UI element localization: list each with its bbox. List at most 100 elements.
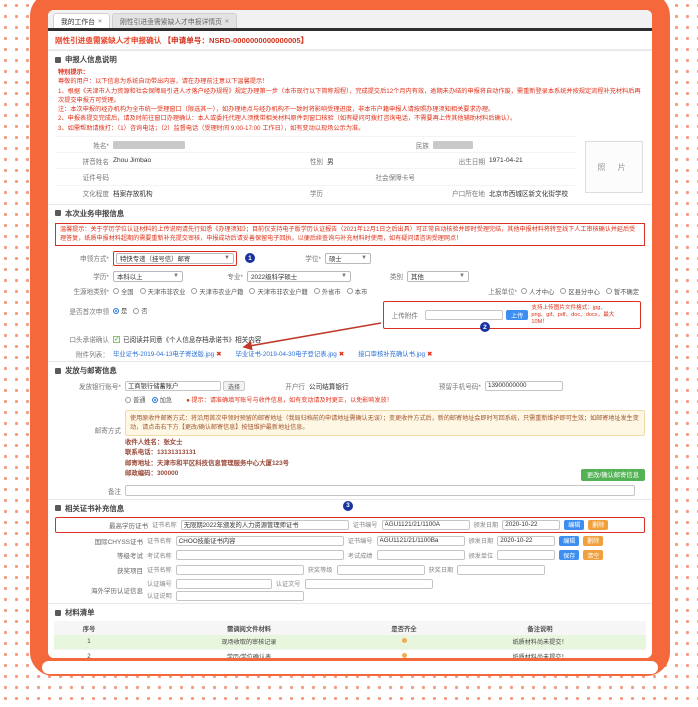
radio-label: 全国 xyxy=(121,288,134,296)
radio-source-4[interactable]: 外省市 xyxy=(313,287,341,296)
remark-input[interactable] xyxy=(125,485,635,497)
notice-line: 尊敬的用户：以下信息为系统自动带出内容，请在办理前注意以下温馨提示！ xyxy=(58,78,269,86)
cert-edit-button[interactable]: 编辑 xyxy=(564,519,585,530)
remark-label: 备注 xyxy=(107,488,121,496)
auth-note-input[interactable] xyxy=(175,590,304,601)
radio-label: 区县分中心 xyxy=(568,288,600,296)
radio-source-0[interactable]: 全国 xyxy=(113,287,134,296)
radio-icon xyxy=(113,288,119,295)
degree-select[interactable]: 硕士 ▼ xyxy=(325,252,371,264)
major-select[interactable]: 2022级科学硕士 ▼ xyxy=(247,270,351,282)
cert-row: 国际CHYSS证书 证书名称 证书编号 颁发日期 编辑 删除 xyxy=(48,534,652,548)
cert-number-input[interactable] xyxy=(381,519,470,530)
radio-first-no[interactable]: 否 xyxy=(133,301,148,315)
chevron-down-icon: ▼ xyxy=(224,255,230,262)
file-link[interactable]: 毕业证书-2019-04-30电子登记表.jpg ✖ xyxy=(236,349,345,358)
radio-label: 暂不确定 xyxy=(613,288,639,296)
radio-speed-urgent[interactable]: 加急 xyxy=(151,395,172,404)
cert-delete-button[interactable]: 删除 xyxy=(583,535,604,546)
tab-workbench[interactable]: 我的工作台 × xyxy=(53,13,110,28)
radio-first-yes[interactable]: 是 xyxy=(113,301,127,315)
cert-row-highlight: 最高学历证书 证书名称 证书编号 颁发日期 编辑 删除 xyxy=(55,516,645,533)
col-name: 需调阅文件材料 xyxy=(124,621,374,635)
section-mail-header: 发放与邮寄信息 xyxy=(48,361,652,379)
cert-date-input[interactable] xyxy=(497,535,556,546)
col-no: 序号 xyxy=(54,621,124,635)
file-link[interactable]: 毕业证书-2019-04-13电子寄送版.jpg ✖ xyxy=(113,349,222,358)
section-checklist: 材料清单 序号 需调阅文件材料 是否齐全 备注说明 1 现场收取的审核记录 纸质材料… xyxy=(48,603,652,658)
cert-field-label: 证书名称 xyxy=(147,538,172,546)
radio-checked-icon xyxy=(151,396,158,403)
radio-source-2[interactable]: 天津市农业户籍 xyxy=(191,287,243,296)
file-name: 接口审核补充确认书.jpg xyxy=(358,351,426,359)
cert-number-input[interactable] xyxy=(376,535,465,546)
upload-panel: 上传附件 上传 支持上传图片文件格式：jpg、png、gif、pdf、doc、d… xyxy=(383,301,641,333)
mail-method-label: 邮寄方式 xyxy=(94,427,121,435)
type-select[interactable]: 其他 ▼ xyxy=(407,270,469,282)
section-cert-header: 相关证书补充信息 3 xyxy=(48,498,652,516)
award-date-input[interactable] xyxy=(457,564,546,575)
radio-speed-normal[interactable]: 普通 xyxy=(125,395,146,404)
form-row: 口头承诺确认 ✓ 已阅读并同意《个人信息存档承诺书》相关内容 xyxy=(48,332,652,347)
table-row: 2 学历/学位确认表 纸质材料尚未提交！ xyxy=(54,649,646,658)
tab-detail[interactable]: 刚性引进亟需紧缺人才申报详情页 × xyxy=(111,13,237,28)
section-checklist-header: 材料清单 xyxy=(48,603,652,621)
cert-name-input[interactable] xyxy=(180,519,349,530)
radio-label: 普通 xyxy=(133,397,146,405)
section-user-title: 申报人信息说明 xyxy=(65,55,117,64)
exam-issuer-input[interactable] xyxy=(497,550,556,561)
edu-select[interactable]: 本科以上 ▼ xyxy=(113,270,183,282)
cert-save-button[interactable]: 保存 xyxy=(559,550,580,561)
radio-icon xyxy=(191,288,198,295)
cert-delete-button[interactable]: 删除 xyxy=(588,519,609,530)
tab-close-icon[interactable]: × xyxy=(97,17,102,25)
page-frame: 我的工作台 × 刚性引进亟需紧缺人才申报详情页 × 刚性引进亟需紧缺人才申报确认… xyxy=(30,0,670,676)
radio-report-0[interactable]: 人才中心 xyxy=(521,287,554,296)
table-row: 1 现场收取的审核记录 纸质材料尚未提交！ xyxy=(54,634,646,650)
cert-name-input[interactable] xyxy=(175,535,344,546)
cert-row-label: 海外学历认证信息 xyxy=(91,587,143,595)
checkbox-checked-icon[interactable]: ✓ xyxy=(113,335,120,343)
cert-row: 获奖项目 证书名称 获奖等级 获奖日期 xyxy=(48,562,652,576)
award-name-input[interactable] xyxy=(175,564,304,575)
recipient-name-line: 收件人姓名：张女士 xyxy=(125,439,183,447)
file-link[interactable]: 接口审核补充确认书.jpg ✖ xyxy=(358,349,432,358)
cert-date-input[interactable] xyxy=(502,519,561,530)
bank-account-input[interactable] xyxy=(125,380,221,391)
bank-icon xyxy=(55,367,61,374)
radio-report-1[interactable]: 区县分中心 xyxy=(560,287,600,296)
choose-account-button[interactable]: 选择 xyxy=(223,380,246,391)
exam-name-input[interactable] xyxy=(175,550,344,561)
cert-clear-button[interactable]: 清空 xyxy=(583,550,604,561)
tab-close-icon[interactable]: × xyxy=(224,17,229,25)
apply-way-label: 申领方式* xyxy=(80,256,109,264)
apply-way-select[interactable]: 特快专递（挂号信）邮寄 ▼ xyxy=(116,252,234,264)
hukou-label: 户口所在地 xyxy=(452,191,485,199)
radio-source-5[interactable]: 本市 xyxy=(346,287,367,296)
phone-label: 预留手机号码* xyxy=(438,383,482,391)
upload-button[interactable]: 上传 xyxy=(506,310,529,321)
cert-field-label: 认证说明 xyxy=(147,593,172,601)
award-level-input[interactable] xyxy=(336,564,425,575)
exam-score-input[interactable] xyxy=(376,550,465,561)
radio-source-3[interactable]: 天津市非农业户籍 xyxy=(249,287,308,296)
radio-source-1[interactable]: 天津市非农业 xyxy=(139,287,185,296)
cert-field-label: 认证文号 xyxy=(275,581,301,589)
delete-file-icon[interactable]: ✖ xyxy=(216,351,222,359)
phone-input[interactable] xyxy=(485,380,564,391)
radio-report-2[interactable]: 暂不确定 xyxy=(605,287,639,296)
upload-file-input[interactable] xyxy=(425,310,503,321)
gender-label: 性别 xyxy=(309,158,323,166)
radio-icon xyxy=(313,288,320,295)
form-row: 申领方式* 特快专递（挂号信）邮寄 ▼ 1 学位* 硕士 ▼ xyxy=(48,248,652,268)
delete-file-icon[interactable]: ✖ xyxy=(338,351,345,359)
id-number-label: 证件号码 xyxy=(82,175,109,183)
mail-method-content: 使用原收件邮寄方式：将沿用首次申领时预留的邮寄地址（我局归档前的申请地址需确认无… xyxy=(125,409,645,481)
col-remark: 备注说明 xyxy=(434,621,646,635)
change-address-button[interactable]: 更改/确认邮寄信息 xyxy=(580,468,645,481)
delete-file-icon[interactable]: ✖ xyxy=(427,351,433,359)
cert-edit-button[interactable]: 编辑 xyxy=(559,535,580,546)
auth-doc-input[interactable] xyxy=(304,578,433,589)
auth-number-input[interactable] xyxy=(175,578,272,589)
cert-field-label: 证书编号 xyxy=(352,522,378,530)
